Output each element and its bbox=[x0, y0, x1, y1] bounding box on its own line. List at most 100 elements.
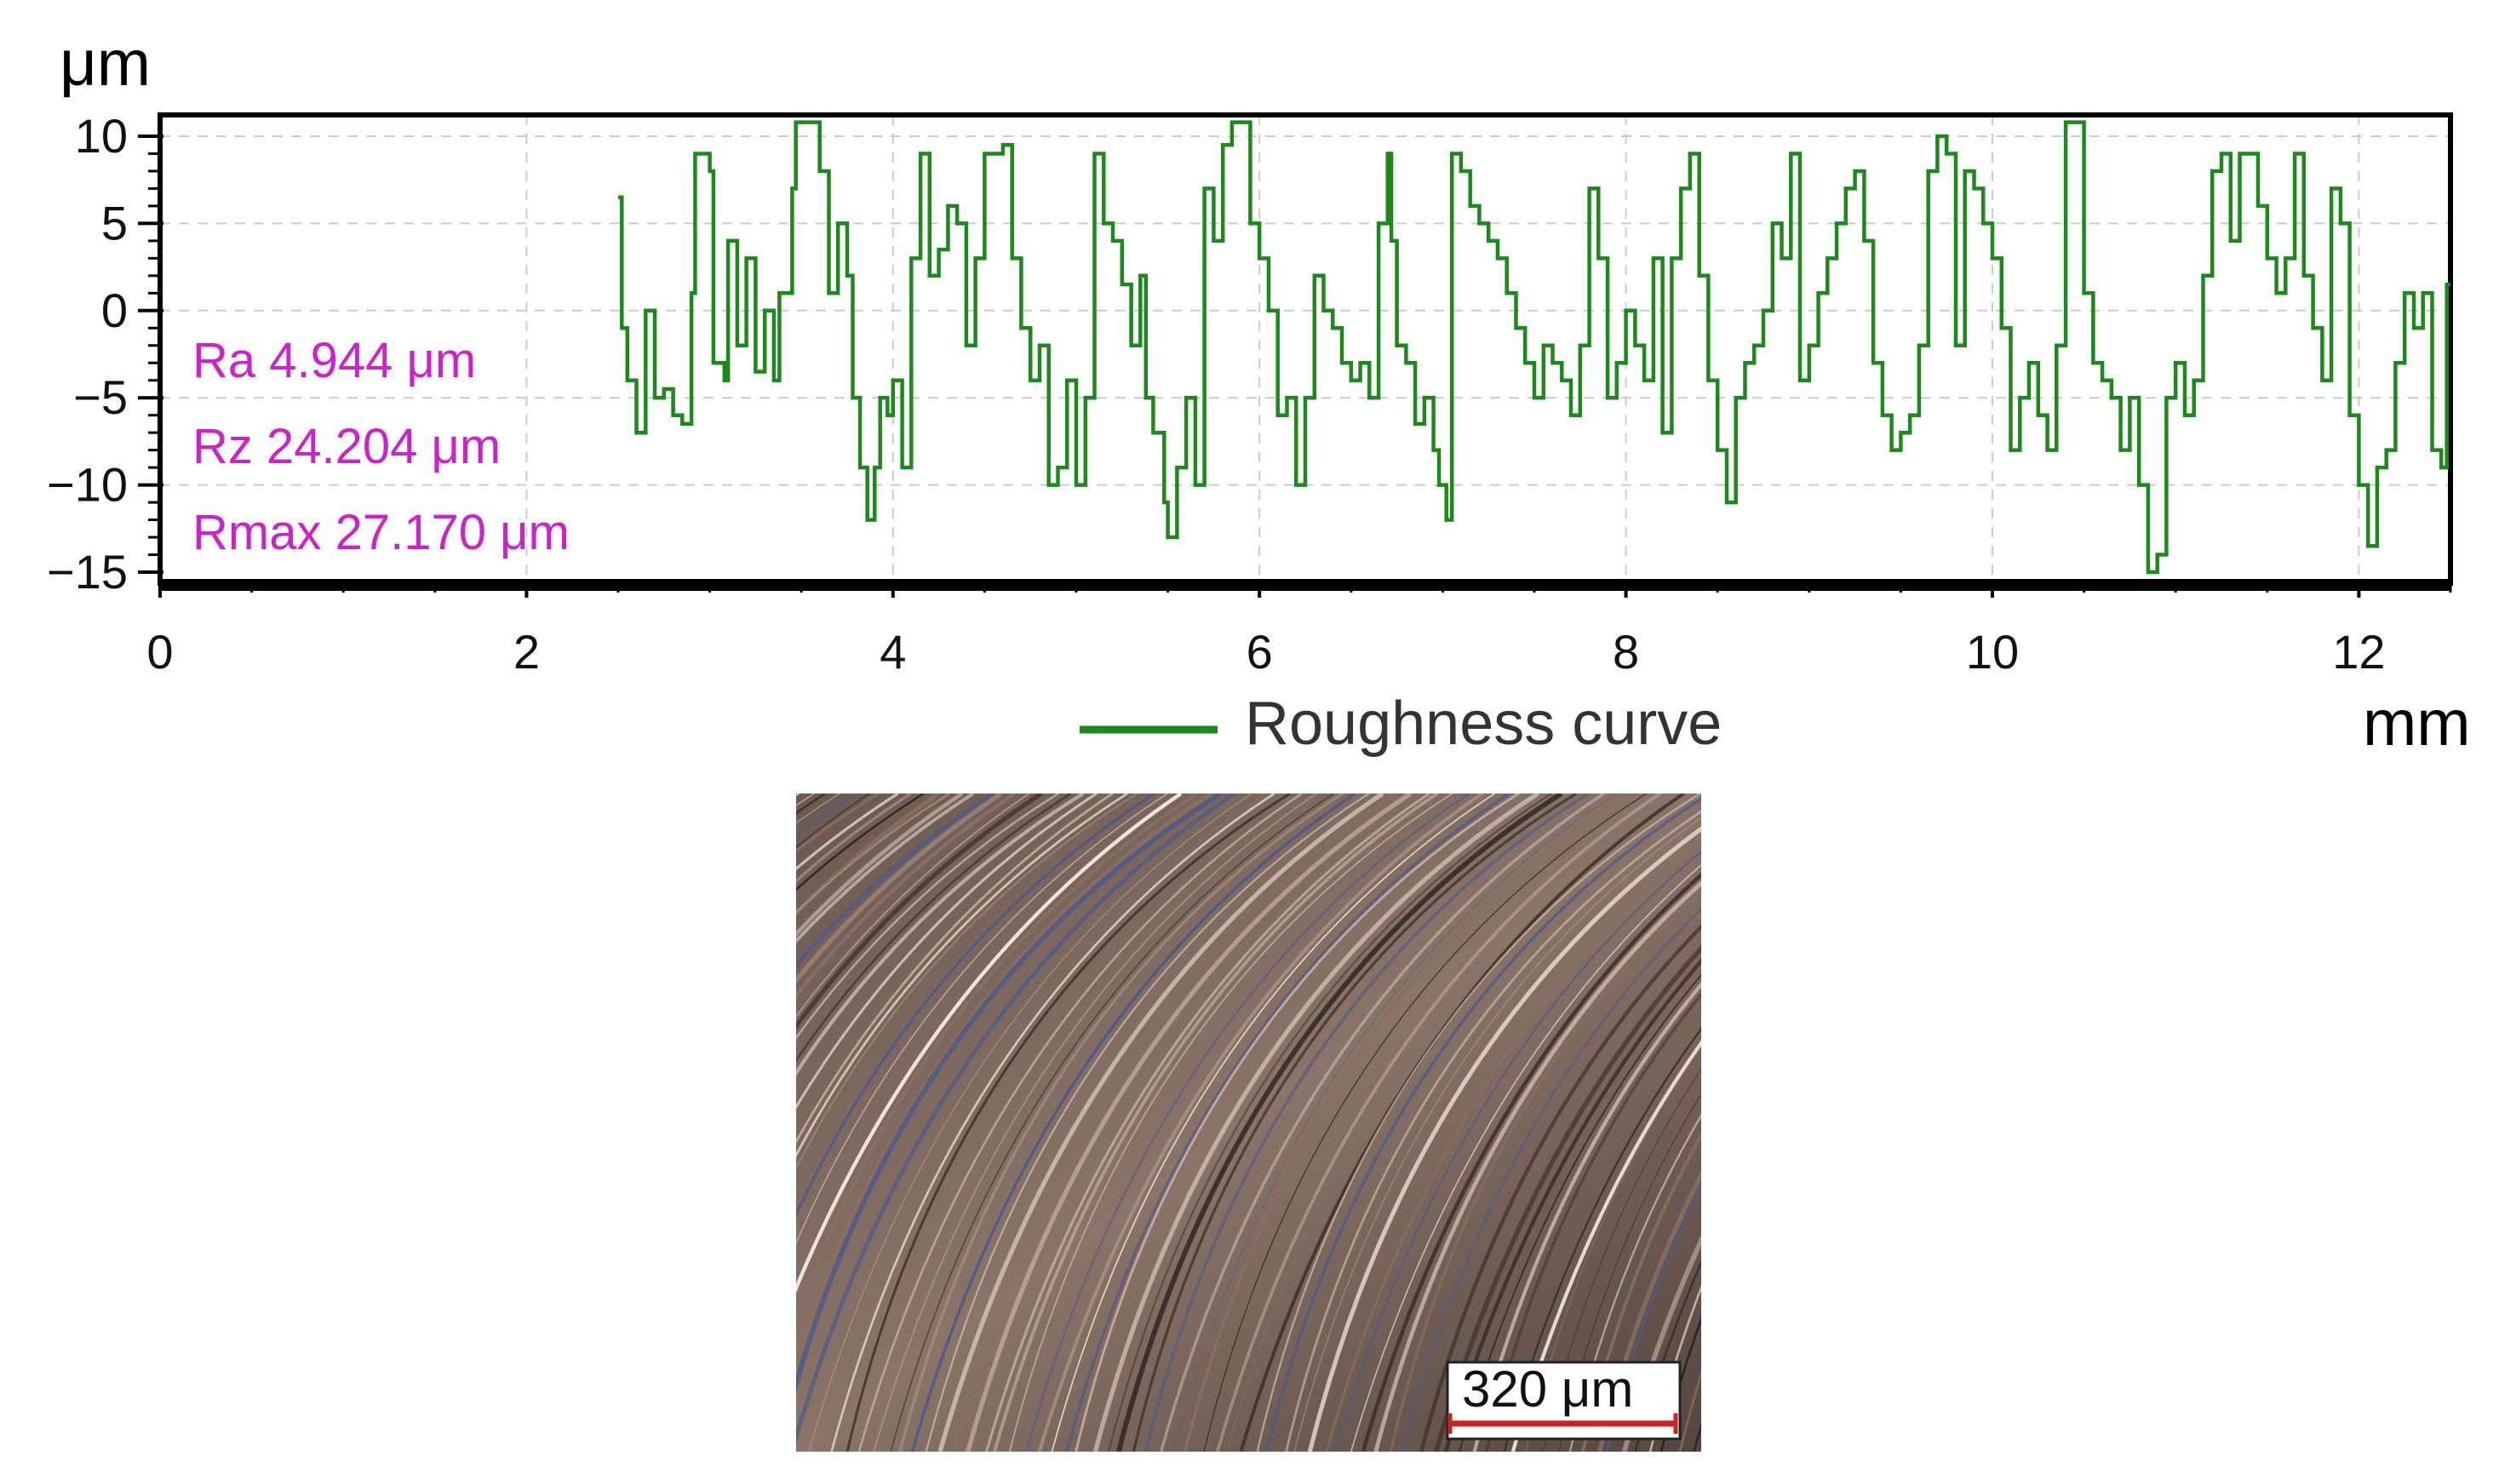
machining-mark bbox=[796, 794, 1098, 1110]
machining-mark bbox=[1934, 794, 2377, 1452]
machining-mark bbox=[796, 794, 964, 937]
machining-mark bbox=[1443, 958, 1701, 1452]
machining-mark bbox=[2049, 794, 2491, 1452]
machining-mark bbox=[1503, 1027, 1701, 1452]
machining-mark bbox=[1008, 794, 1453, 1452]
machining-mark bbox=[1732, 794, 2175, 1452]
machining-mark bbox=[796, 794, 912, 883]
x-tick-label: 0 bbox=[146, 625, 173, 679]
machining-mark bbox=[2181, 794, 2499, 1452]
machining-mark bbox=[796, 794, 1059, 1040]
machining-mark bbox=[1605, 1182, 1701, 1452]
roughness-curve-line bbox=[618, 120, 2450, 575]
x-tick-label: 2 bbox=[513, 625, 540, 679]
machining-mark bbox=[796, 794, 1224, 1395]
machining-mark bbox=[1759, 794, 2202, 1452]
machining-mark bbox=[1472, 982, 1701, 1452]
machining-mark bbox=[1841, 794, 2284, 1452]
machining-mark bbox=[1634, 1259, 1701, 1452]
x-tick-label: 4 bbox=[880, 625, 906, 679]
machining-mark bbox=[1621, 1235, 1701, 1452]
ra-label: Ra 4.944 μm bbox=[192, 333, 476, 388]
machining-mark bbox=[1307, 826, 1701, 1452]
machining-mark bbox=[796, 794, 1168, 1245]
machining-mark bbox=[873, 794, 1317, 1452]
machining-mark bbox=[1373, 880, 1701, 1452]
machining-mark bbox=[796, 794, 1183, 1293]
machining-mark bbox=[1285, 810, 1701, 1452]
machining-mark bbox=[954, 794, 1398, 1452]
machining-mark bbox=[341, 794, 783, 1452]
x-tick-labels: 0 2 4 6 8 10 12 bbox=[146, 625, 2385, 679]
machining-mark bbox=[328, 794, 771, 1452]
machining-mark bbox=[1459, 973, 1701, 1452]
machining-mark bbox=[1264, 797, 1701, 1452]
y-tick-label: 0 bbox=[101, 284, 128, 337]
machining-mark bbox=[1401, 907, 1701, 1452]
machining-mark bbox=[1907, 794, 2350, 1452]
machining-mark bbox=[796, 794, 826, 815]
machining-mark bbox=[1648, 1285, 1701, 1452]
machining-mark bbox=[2100, 794, 2499, 1452]
machining-mark bbox=[796, 794, 1043, 1030]
y-tick-label: −5 bbox=[73, 370, 128, 424]
machining-mark bbox=[925, 794, 1370, 1452]
machining-mark bbox=[1829, 794, 2272, 1452]
machining-mark bbox=[1949, 794, 2392, 1452]
y-tick-label: 5 bbox=[101, 196, 128, 249]
machining-mark bbox=[2144, 794, 2499, 1452]
machining-mark bbox=[937, 794, 1384, 1452]
machining-mark bbox=[2129, 794, 2499, 1452]
machining-mark bbox=[1967, 794, 2410, 1452]
legend: Roughness curve bbox=[1080, 690, 1722, 758]
machining-mark bbox=[796, 794, 1155, 1218]
machining-mark bbox=[796, 794, 815, 807]
machining-mark bbox=[796, 794, 1199, 1322]
machining-mark bbox=[1744, 794, 2187, 1452]
machining-mark bbox=[1143, 794, 1590, 1452]
machining-mark bbox=[1976, 794, 2419, 1452]
machining-mark bbox=[890, 794, 1334, 1452]
machining-mark bbox=[796, 794, 1003, 984]
machining-mark bbox=[289, 794, 731, 1452]
machining-mark bbox=[796, 794, 925, 891]
machining-mark bbox=[796, 794, 1236, 1446]
machining-mark bbox=[1659, 1315, 1701, 1452]
machining-mark bbox=[2032, 794, 2474, 1452]
machining-mark bbox=[1025, 794, 1470, 1452]
machining-mark bbox=[2153, 794, 2499, 1452]
machining-mark bbox=[1203, 794, 1648, 1452]
machining-mark bbox=[796, 794, 1072, 1063]
scale-bar-label: 320 μm bbox=[1462, 1361, 1633, 1418]
machining-mark bbox=[1389, 890, 1701, 1452]
machining-mark bbox=[1568, 1114, 1701, 1452]
machining-mark bbox=[822, 794, 1267, 1452]
machining-mark bbox=[2075, 794, 2499, 1452]
machining-mark bbox=[898, 794, 1344, 1452]
x-tick-label: 8 bbox=[1613, 625, 1639, 679]
machining-mark bbox=[1226, 794, 1671, 1452]
machining-mark bbox=[1173, 794, 1618, 1452]
scale-bar: 320 μm bbox=[1446, 1361, 1682, 1441]
machining-mark bbox=[1678, 1370, 1701, 1452]
machining-mark bbox=[796, 794, 899, 871]
machining-mark bbox=[1542, 1068, 1701, 1452]
machining-mark bbox=[993, 794, 1439, 1452]
machining-mark bbox=[2166, 794, 2499, 1452]
micrograph-texture bbox=[289, 794, 2499, 1452]
machining-mark bbox=[1708, 794, 2151, 1452]
machining-mark bbox=[1065, 794, 1510, 1452]
machining-mark bbox=[1037, 794, 1483, 1452]
machining-mark bbox=[966, 794, 1413, 1452]
machining-mark bbox=[1485, 992, 1701, 1452]
axis-ticks bbox=[138, 135, 2452, 598]
machining-mark bbox=[796, 794, 800, 797]
machining-mark bbox=[1361, 872, 1701, 1452]
machining-mark bbox=[1525, 1046, 1701, 1452]
machining-mark bbox=[1293, 816, 1701, 1452]
machining-mark bbox=[1092, 794, 1539, 1452]
legend-label: Roughness curve bbox=[1245, 690, 1722, 758]
machining-mark bbox=[1990, 794, 2433, 1452]
machining-mark bbox=[1334, 850, 1701, 1452]
rmax-label: Rmax 27.170 μm bbox=[192, 505, 570, 560]
